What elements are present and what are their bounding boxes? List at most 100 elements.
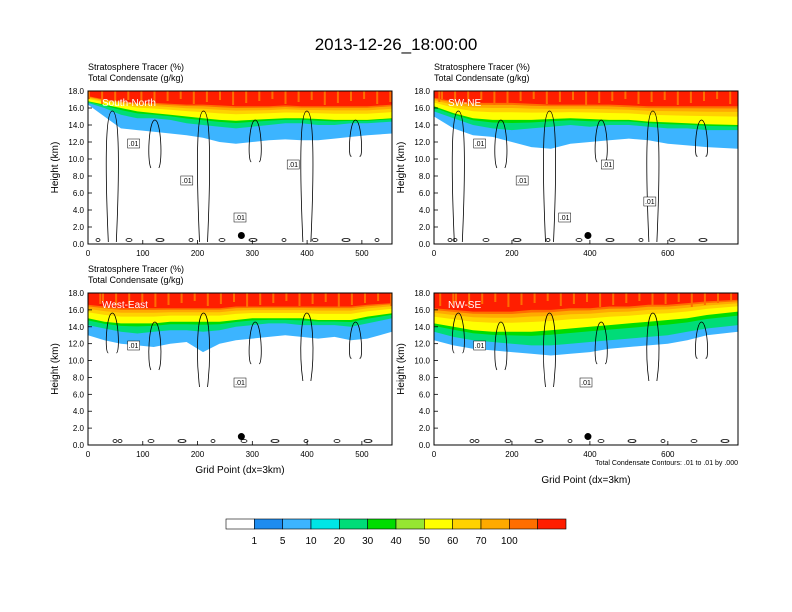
y-tick-label: 8.0 [73,373,85,382]
top-streak [284,91,287,104]
contour-blob [627,439,637,443]
x-tick-label: 400 [300,450,314,459]
contour-blob [660,439,666,443]
top-streak [88,91,90,99]
contour-blob [117,439,123,443]
y-tick-label: 6.0 [73,390,85,399]
colorbar-swatch [254,518,283,530]
plot-area [434,91,738,244]
top-streak [154,293,157,307]
y-tick-label: 16.0 [68,306,84,315]
contour-line [300,312,314,382]
top-streak [350,293,353,305]
top-streak [389,91,392,102]
top-streak [376,91,379,104]
contour-blob [95,238,101,242]
figure-title: 2013-12-26_18:00:00 [315,35,478,54]
contour-label-box [473,138,486,149]
contour-line [248,119,262,163]
contour-label-box [579,377,593,388]
contour-label: .01 [475,343,485,350]
y-tick-label: 14.0 [414,121,430,130]
plot-frame [87,90,393,245]
top-streak [638,293,641,301]
top-streak [676,91,679,105]
band-70pct [434,293,738,312]
y-tick-label: 10.0 [68,357,84,366]
top-streak [140,91,143,105]
contour-line [494,321,508,371]
x-axis-label: Grid Point (dx=3km) [195,465,284,476]
location-marker [584,433,592,441]
y-tick-label: 2.0 [73,223,85,232]
top-streak [324,293,327,302]
contour-blob [240,439,248,443]
plot-area [88,293,392,445]
contour-label-box [601,159,614,170]
top-streak [494,293,497,302]
top-streak [651,293,654,306]
top-streak [298,293,301,306]
colorbar-label: 100 [501,536,518,547]
top-streak [533,293,536,303]
y-tick-label: 8.0 [73,172,85,181]
top-streak [729,91,732,104]
top-streak [624,91,627,99]
x-tick-label: 200 [505,249,519,258]
top-streak [480,91,483,100]
contour-footnote: Total Condensate Contours: .01 to .01 by… [595,460,738,467]
colorbar-label: 20 [334,536,346,547]
contour-blob [177,439,187,443]
contour-line [148,321,162,371]
y-tick-label: 16.0 [414,104,430,113]
top-streak [219,293,222,304]
contour-blob [545,238,551,242]
top-streak [650,91,653,102]
condensate-contours [95,110,380,243]
y-tick-label: 14.0 [68,121,84,130]
y-tick-label: 18.0 [414,87,430,96]
contour-label: .01 [129,343,139,350]
contour-blob [474,439,480,443]
header-line2: Total Condensate (g/kg) [88,275,184,285]
x-tick-label: 400 [583,450,597,459]
y-tick-label: 18.0 [414,289,430,298]
x-tick-label: 500 [355,249,369,258]
colorbar-swatch [339,518,368,530]
contour-blob [188,238,194,242]
top-streak [439,293,442,306]
top-streak [520,293,523,305]
x-tick-label: 200 [505,450,519,459]
y-tick-label: 10.0 [68,155,84,164]
x-tick-label: 100 [136,249,150,258]
colorbar-swatch [367,518,397,530]
plot-frame [87,292,393,446]
top-streak [364,293,366,303]
top-streak [637,91,640,104]
header-line2: Total Condensate (g/kg) [434,73,530,83]
top-streak [690,293,693,307]
top-streak [336,91,339,103]
contour-label: .01 [235,215,245,222]
colorbar-label: 40 [390,536,402,547]
contour-blob [303,439,309,443]
contour-label-box [558,212,571,223]
header-line1: Stratosphere Tracer (%) [88,264,184,274]
contour-blob [210,439,216,443]
x-tick-label: 0 [86,450,91,459]
top-streak [454,91,457,104]
contour-line [646,110,660,243]
x-tick-label: 300 [246,450,260,459]
top-streak [205,91,208,102]
top-streak [141,293,144,302]
contour-blob [534,439,544,443]
contour-line [105,110,119,243]
y-tick-label: 10.0 [414,357,430,366]
top-streak [598,91,601,103]
y-tick-label: 0.0 [73,240,85,249]
panel-3: .01 .01 West-East Stratosphere Tracer (%)To… [50,264,393,476]
panel-1: .01 .01 .01 .01 South-North Stratosphere Trac… [50,62,393,258]
contour-label: .01 [645,199,655,206]
y-tick-label: 14.0 [414,323,430,332]
